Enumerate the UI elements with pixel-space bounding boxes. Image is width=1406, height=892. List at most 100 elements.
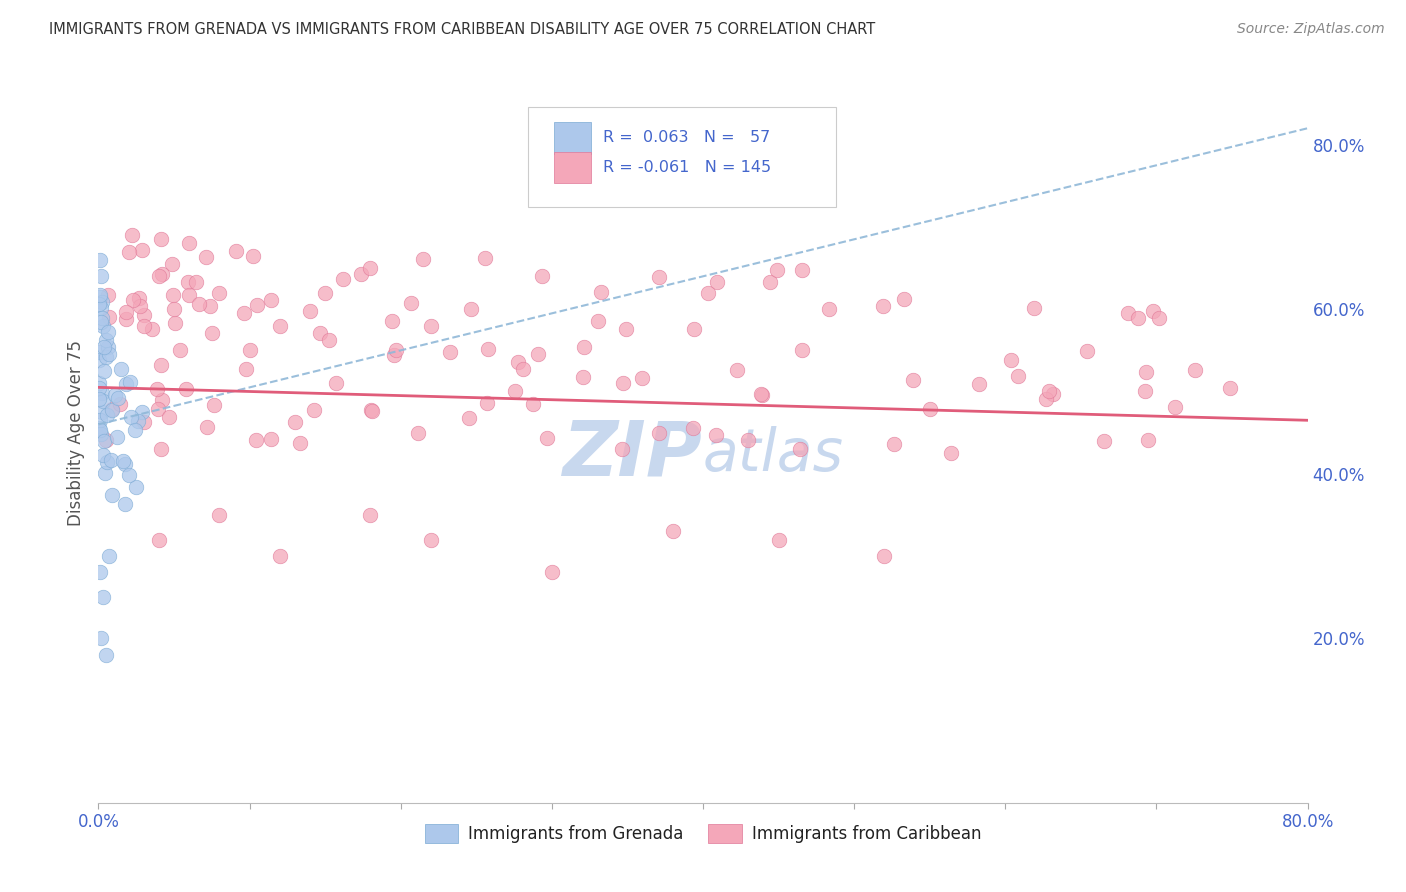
Point — [790, 263, 813, 277]
Point — [93, 340, 115, 354]
Point — [527, 347, 550, 361]
Point — [789, 442, 811, 457]
Point — [631, 371, 654, 385]
Point — [873, 549, 896, 563]
Point — [197, 419, 219, 434]
Point — [1042, 387, 1064, 401]
Point — [131, 405, 153, 419]
Point — [531, 268, 554, 283]
Point — [309, 326, 332, 340]
Point — [503, 384, 526, 399]
Point — [104, 388, 127, 402]
Point — [150, 442, 173, 456]
Point — [184, 275, 207, 289]
Point — [939, 446, 962, 460]
Point — [93, 364, 115, 378]
Point — [110, 362, 132, 376]
Point — [360, 508, 382, 522]
Point — [90, 427, 112, 442]
Point — [91, 319, 114, 334]
Point — [332, 272, 354, 286]
Point — [1038, 384, 1060, 398]
Point — [89, 566, 111, 580]
Point — [174, 382, 197, 396]
Point — [97, 288, 120, 302]
Point — [439, 345, 461, 359]
Point — [460, 301, 482, 316]
Point — [1035, 392, 1057, 406]
Point — [101, 402, 124, 417]
Point — [90, 385, 112, 400]
Point — [269, 549, 291, 563]
Point — [115, 305, 138, 319]
Point — [325, 376, 347, 390]
Point — [100, 453, 122, 467]
Point — [298, 303, 321, 318]
FancyBboxPatch shape — [527, 107, 837, 207]
Point — [1126, 311, 1149, 326]
Point — [198, 299, 221, 313]
Point — [706, 275, 728, 289]
Point — [134, 308, 156, 322]
Point — [101, 488, 124, 502]
Point — [195, 250, 218, 264]
Point — [1142, 303, 1164, 318]
Point — [420, 318, 443, 333]
Point — [1116, 306, 1139, 320]
Point — [115, 312, 138, 326]
Point — [162, 288, 184, 302]
Point — [385, 343, 408, 357]
Point — [90, 301, 112, 316]
Point — [96, 433, 118, 447]
Point — [225, 244, 247, 259]
Point — [91, 393, 114, 408]
Point — [124, 480, 146, 494]
Point — [893, 292, 915, 306]
Point — [683, 322, 706, 336]
Point — [89, 353, 111, 368]
Point — [883, 436, 905, 450]
Point — [1147, 310, 1170, 325]
Point — [111, 454, 134, 468]
Point — [540, 566, 562, 580]
Point — [115, 376, 138, 391]
Point — [128, 299, 150, 313]
Point — [766, 263, 789, 277]
Point — [150, 232, 173, 246]
Point — [98, 549, 121, 563]
Point — [304, 402, 326, 417]
Point — [246, 298, 269, 312]
Point — [148, 401, 170, 416]
Point — [131, 243, 153, 257]
Point — [522, 397, 544, 411]
Point — [94, 333, 117, 347]
Point — [91, 448, 114, 462]
Point — [177, 275, 200, 289]
Point — [121, 227, 143, 242]
Point — [661, 524, 683, 539]
Point — [260, 432, 283, 446]
Point — [233, 306, 256, 320]
Text: IMMIGRANTS FROM GRENADA VS IMMIGRANTS FROM CARIBBEAN DISABILITY AGE OVER 75 CORR: IMMIGRANTS FROM GRENADA VS IMMIGRANTS FR… — [49, 22, 876, 37]
Point — [163, 316, 186, 330]
Point — [648, 426, 671, 441]
Point — [239, 343, 262, 358]
Point — [1092, 434, 1115, 448]
Point — [94, 466, 117, 480]
Point — [160, 256, 183, 270]
Point — [360, 261, 382, 276]
Point — [89, 423, 111, 437]
Point — [114, 457, 136, 471]
Point — [163, 302, 186, 317]
Point — [188, 297, 211, 311]
Point — [90, 315, 112, 329]
Point — [110, 397, 132, 411]
Bar — [554, 152, 591, 183]
Point — [1000, 353, 1022, 368]
Point — [118, 468, 141, 483]
Legend: Immigrants from Grenada, Immigrants from Caribbean: Immigrants from Grenada, Immigrants from… — [418, 817, 988, 850]
Point — [269, 318, 291, 333]
Point — [382, 348, 405, 362]
Point — [918, 402, 941, 417]
Point — [91, 405, 114, 419]
